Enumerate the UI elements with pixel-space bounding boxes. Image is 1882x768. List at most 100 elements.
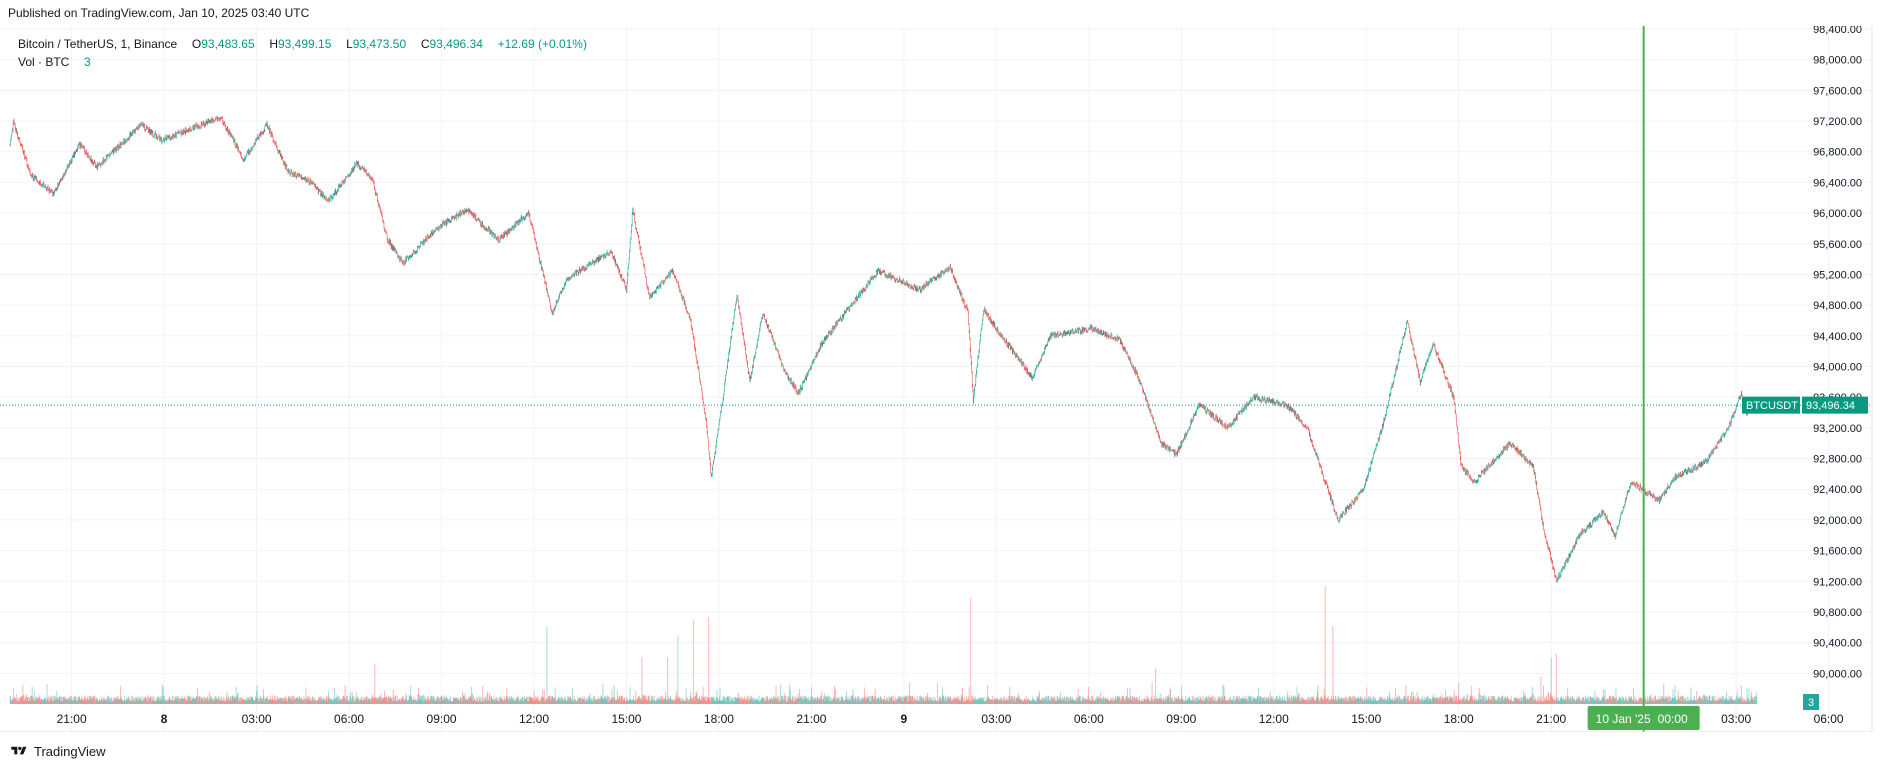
volume-bar <box>1511 701 1513 704</box>
volume-bar <box>1474 696 1476 704</box>
volume-bar <box>1200 696 1202 704</box>
volume-bar <box>16 698 18 704</box>
volume-bar <box>1554 696 1556 704</box>
volume-bar <box>619 696 621 704</box>
volume-bar <box>1137 699 1139 704</box>
volume-bar <box>1592 698 1594 704</box>
volume-bar <box>238 700 240 704</box>
volume-bar <box>925 699 927 704</box>
volume-bar <box>1418 696 1420 704</box>
volume-bar <box>482 701 484 704</box>
volume-bar <box>298 695 300 704</box>
volume-bar <box>557 696 559 704</box>
volume-bar <box>1099 697 1101 704</box>
volume-bar <box>317 696 319 704</box>
volume-bar <box>1464 699 1466 704</box>
volume-bar <box>1313 697 1315 704</box>
volume-bar <box>1673 698 1675 704</box>
volume-bar <box>1068 700 1070 704</box>
volume-bar <box>125 700 127 704</box>
volume-bar <box>92 695 94 704</box>
volume-bar <box>691 697 693 704</box>
volume-bar <box>75 695 77 704</box>
volume-bar <box>1320 698 1322 704</box>
volume-bar <box>1544 700 1546 704</box>
volume-bar <box>1232 699 1234 704</box>
volume-bar <box>1610 696 1612 704</box>
volume-bar <box>611 688 613 704</box>
volume-bar <box>821 691 823 704</box>
volume-bar <box>38 697 40 704</box>
volume-bar <box>90 698 92 704</box>
volume-bar <box>189 695 191 704</box>
volume-bar <box>453 696 455 704</box>
volume-bar <box>358 699 360 704</box>
volume-bar <box>419 694 420 704</box>
volume-bar <box>535 696 537 704</box>
volume-bar <box>1401 698 1403 704</box>
volume-bar <box>1006 697 1008 704</box>
volume-bar <box>814 697 816 704</box>
volume-bar <box>1748 688 1750 704</box>
volume-bar <box>1073 699 1075 704</box>
volume-bar <box>536 698 538 704</box>
volume-bar <box>1278 697 1279 704</box>
volume-bar <box>507 698 509 704</box>
volume-bar <box>940 697 942 704</box>
volume-bar <box>199 696 201 704</box>
volume-bar <box>279 697 281 704</box>
volume-bar <box>626 700 628 704</box>
volume-bar <box>1074 700 1075 704</box>
volume-bar <box>31 686 33 704</box>
volume-bar <box>1295 699 1297 704</box>
volume-bar <box>1113 701 1115 704</box>
volume-bar <box>1273 698 1275 704</box>
volume-bar <box>865 695 867 704</box>
volume-bar <box>394 695 396 704</box>
volume-bar <box>1167 695 1169 704</box>
volume-bar <box>1415 698 1417 704</box>
volume-bar <box>276 700 278 704</box>
volume-bar <box>1377 700 1379 704</box>
volume-bar <box>948 699 950 704</box>
volume-bar <box>1240 699 1242 704</box>
chart-area[interactable]: 98,400.00 98,000.00 97,600.00 97,200.00 96,8… <box>0 24 1882 733</box>
volume-bar <box>1651 700 1653 704</box>
volume-bar <box>945 700 947 704</box>
volume-bar <box>1579 696 1580 704</box>
volume-bar <box>1697 698 1699 704</box>
volume-bar <box>1507 696 1509 704</box>
volume-bar <box>1350 698 1352 704</box>
volume-bar <box>1029 700 1031 704</box>
volume-bar <box>1148 698 1150 704</box>
volume-bar <box>1159 699 1161 704</box>
volume-bar <box>755 700 756 704</box>
volume-bar <box>91 700 93 704</box>
volume-bar <box>1144 698 1146 704</box>
volume-bar <box>650 696 652 704</box>
volume-bar <box>724 701 726 704</box>
volume-bar <box>689 696 691 704</box>
volume-bar <box>570 698 572 704</box>
volume-bar <box>1147 698 1148 704</box>
volume-bar <box>173 696 175 704</box>
volume-bar <box>887 698 888 704</box>
volume-bar <box>1566 699 1568 704</box>
volume-bar <box>551 696 553 704</box>
candlestick-chart[interactable]: 98,400.0098,000.0097,600.0097,200.0096,8… <box>0 24 1882 733</box>
volume-bar <box>68 700 70 704</box>
volume-bar <box>1103 697 1105 704</box>
volume-bar <box>1151 698 1153 704</box>
volume-bar <box>1398 701 1400 704</box>
volume-bar <box>968 699 970 704</box>
volume-bar <box>1446 697 1448 704</box>
volume-bar <box>839 700 841 704</box>
volume-bar <box>831 701 833 704</box>
volume-bar <box>841 696 843 704</box>
volume-bar <box>816 697 818 704</box>
volume-bar <box>1130 696 1131 704</box>
volume-bar <box>936 682 938 704</box>
volume-bar <box>1237 696 1239 704</box>
volume-bar <box>271 700 272 704</box>
volume-bar <box>1251 700 1253 704</box>
